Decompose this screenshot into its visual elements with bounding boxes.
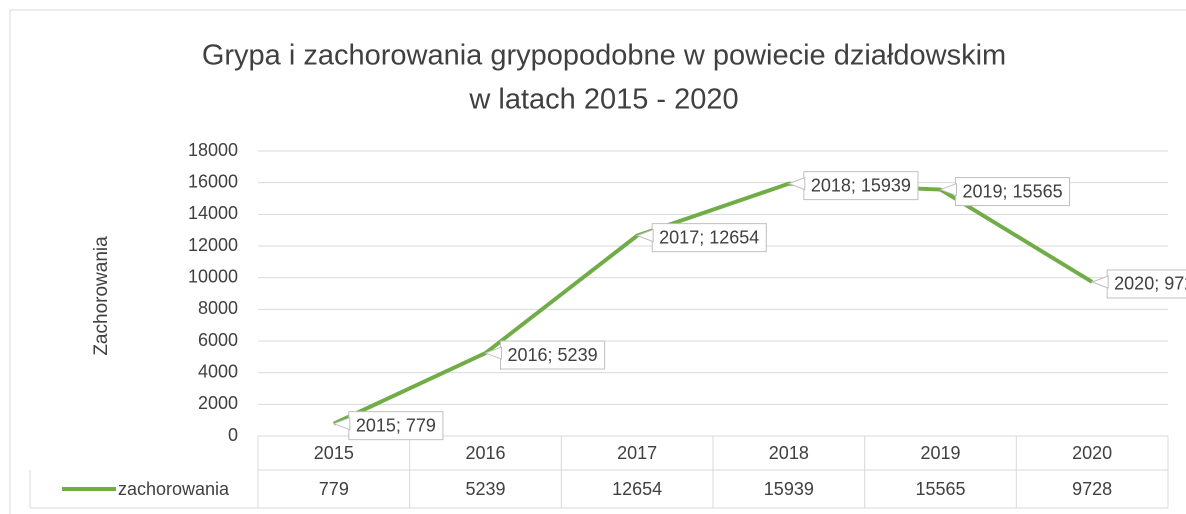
data-label-pointer <box>939 182 957 197</box>
x-tick-label: 2018 <box>769 443 809 463</box>
data-label-pointer <box>484 346 502 360</box>
y-tick-label: 0 <box>228 425 238 445</box>
data-label-box <box>955 177 1071 207</box>
legend-label: zachorowania <box>118 479 230 499</box>
y-tick-label: 14000 <box>188 203 238 223</box>
y-tick-label: 6000 <box>198 330 238 350</box>
data-label-pointer <box>332 416 351 431</box>
y-axis-label: Zachorowania <box>91 236 112 356</box>
y-tick-label: 16000 <box>188 171 238 191</box>
y-tick-label: 2000 <box>198 393 238 413</box>
y-tick-label: 12000 <box>188 235 238 255</box>
data-label: 2019; 15565 <box>963 181 1063 201</box>
data-label-box <box>651 223 767 253</box>
table-value: 9728 <box>1072 479 1112 499</box>
chart-frame <box>9 9 1186 514</box>
data-label: 2015; 779 <box>356 415 436 435</box>
y-tick-label: 10000 <box>188 266 238 286</box>
table-value: 12654 <box>612 479 662 499</box>
data-label: 2017; 12654 <box>659 227 759 247</box>
data-label-pointer <box>1090 275 1109 289</box>
table-value: 15565 <box>915 479 965 499</box>
table-value: 779 <box>319 479 349 499</box>
data-label: 2020; 9728 <box>1114 274 1186 294</box>
data-label-box <box>348 411 444 441</box>
y-tick-label: 4000 <box>198 361 238 381</box>
x-tick-label: 2017 <box>617 443 657 463</box>
data-label-box <box>500 340 606 370</box>
x-tick-label: 2020 <box>1072 443 1112 463</box>
x-tick-label: 2016 <box>465 443 505 463</box>
chart-title: Grypa i zachorowania grypopodobne w powi… <box>202 40 1006 72</box>
data-label-box <box>1106 269 1186 299</box>
x-tick-label: 2015 <box>314 443 354 463</box>
chart-title: w latach 2015 - 2020 <box>468 84 738 116</box>
x-tick-label: 2019 <box>920 443 960 463</box>
data-label: 2016; 5239 <box>508 345 598 365</box>
table-value: 5239 <box>465 479 505 499</box>
y-tick-label: 18000 <box>188 140 238 160</box>
data-label-pointer <box>787 176 806 191</box>
table-value: 15939 <box>764 479 814 499</box>
y-tick-label: 8000 <box>198 298 238 318</box>
data-label-pointer <box>635 228 654 243</box>
data-label: 2018; 15939 <box>811 175 911 195</box>
